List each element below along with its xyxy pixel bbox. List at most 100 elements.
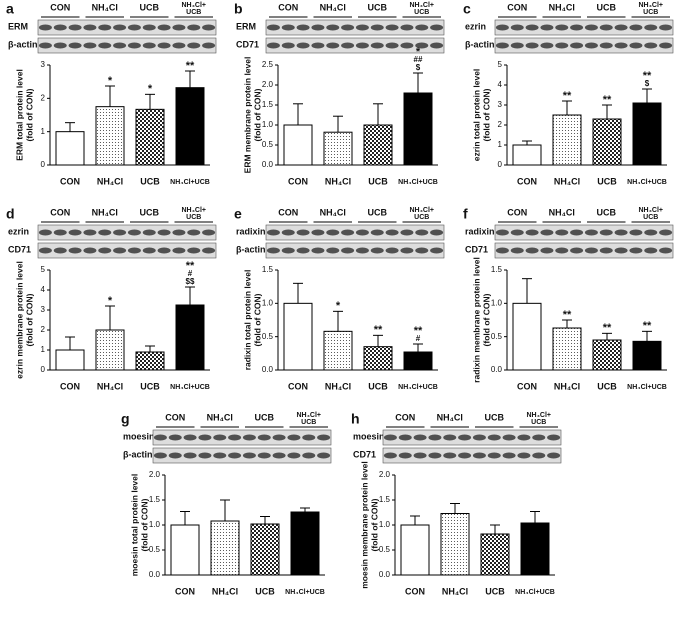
x-tick-label: NH₄Cl (554, 381, 580, 391)
lane-label: CON (50, 2, 70, 12)
blot-band (629, 42, 643, 49)
blot-band (326, 42, 340, 49)
blot-band (281, 24, 295, 31)
blot-band (228, 434, 242, 441)
blot-band (400, 42, 414, 49)
lane-label: NH₄Cl (549, 207, 575, 217)
blot-row-label: β-actin (465, 39, 495, 49)
blot-band (614, 229, 628, 236)
blot-band (413, 434, 427, 441)
y-axis-label: ERM membrane protein level (242, 57, 252, 174)
blot-band (187, 24, 201, 31)
blot-band (370, 24, 384, 31)
blot-band (98, 229, 112, 236)
significance: * (148, 83, 153, 95)
blot-band (517, 434, 531, 441)
x-tick-label: NH₄Cl+UCB (515, 589, 555, 596)
blot-band (502, 452, 516, 459)
x-tick-label: CON (60, 381, 80, 391)
blot-band (341, 229, 355, 236)
significance: $ (645, 79, 650, 88)
blot-band (183, 452, 197, 459)
blot-band (398, 452, 412, 459)
bar (632, 102, 662, 166)
blot-band (495, 247, 509, 254)
panel-letter: f (463, 206, 468, 222)
blot-band (525, 229, 539, 236)
blot-band (430, 42, 444, 49)
bar (55, 349, 85, 371)
y-tick-label: 2 (41, 325, 46, 334)
y-tick-label: 1 (498, 140, 503, 149)
blot-band (311, 24, 325, 31)
y-axis-label: radixin total protein level (242, 270, 252, 371)
blot-band (113, 24, 127, 31)
y-axis-label: ezrin total protein level (471, 69, 481, 162)
blot-band (555, 247, 569, 254)
blot-band (385, 247, 399, 254)
blot-strip (494, 19, 674, 36)
blot-band (355, 42, 369, 49)
lane-label: CON (507, 2, 527, 12)
blot-band (430, 24, 444, 31)
y-axis-label: (fold of CON) (24, 293, 34, 346)
blot-band (400, 247, 414, 254)
blot-band (98, 247, 112, 254)
blot-band (296, 247, 310, 254)
lane-label: UCB (597, 207, 617, 217)
lane-label: UCB (140, 2, 160, 12)
blot-band (311, 42, 325, 49)
bar (283, 302, 313, 371)
blot-band (38, 247, 52, 254)
lane-label: NH₄Cl (549, 2, 575, 12)
x-tick-label: CON (405, 586, 425, 596)
y-tick-label: 0.0 (262, 160, 274, 169)
blot-band (540, 42, 554, 49)
bar (592, 339, 622, 371)
bar (552, 327, 582, 371)
y-axis-label: (fold of CON) (252, 88, 262, 141)
blot-band (198, 452, 212, 459)
x-tick-label: NH₄Cl+UCB (170, 179, 210, 186)
blot-band (341, 247, 355, 254)
blot-band (311, 247, 325, 254)
blot-band (398, 434, 412, 441)
blot-row-label: moesin (123, 431, 155, 441)
bar (175, 87, 205, 166)
blot-band (83, 229, 97, 236)
lane-label: UCB (140, 207, 160, 217)
blot-band (127, 42, 141, 49)
blot-band (430, 247, 444, 254)
lane-label: NH₄Cl+ (409, 2, 434, 9)
x-tick-label: CON (288, 176, 308, 186)
blot-band (142, 24, 156, 31)
blot-strip (152, 429, 332, 446)
blot-band (281, 247, 295, 254)
y-tick-label: 0.5 (379, 545, 391, 554)
y-tick-label: 3 (41, 60, 46, 69)
blot-band (187, 229, 201, 236)
blot-strip (494, 37, 674, 54)
lane-label: NH₄Cl+ (181, 207, 206, 214)
significance: ** (186, 260, 195, 272)
blot-band (287, 452, 301, 459)
significance: ** (563, 90, 572, 102)
blot-band (157, 24, 171, 31)
y-axis-label: moesin membrane protein level (359, 461, 369, 589)
y-tick-label: 5 (498, 60, 503, 69)
blot-band (430, 229, 444, 236)
bar (210, 520, 240, 576)
blot-band (272, 434, 286, 441)
y-tick-label: 3 (498, 100, 503, 109)
blot-row-label: ezrin (465, 21, 486, 31)
blot-strip (265, 37, 445, 54)
blot-band (443, 452, 457, 459)
blot-band (157, 247, 171, 254)
blot-band (172, 229, 186, 236)
blot-band (415, 247, 429, 254)
blot-band (532, 452, 546, 459)
bar (520, 522, 550, 576)
y-axis-label: (fold of CON) (481, 88, 491, 141)
blot-band (202, 42, 216, 49)
y-tick-label: 0.5 (149, 545, 161, 554)
